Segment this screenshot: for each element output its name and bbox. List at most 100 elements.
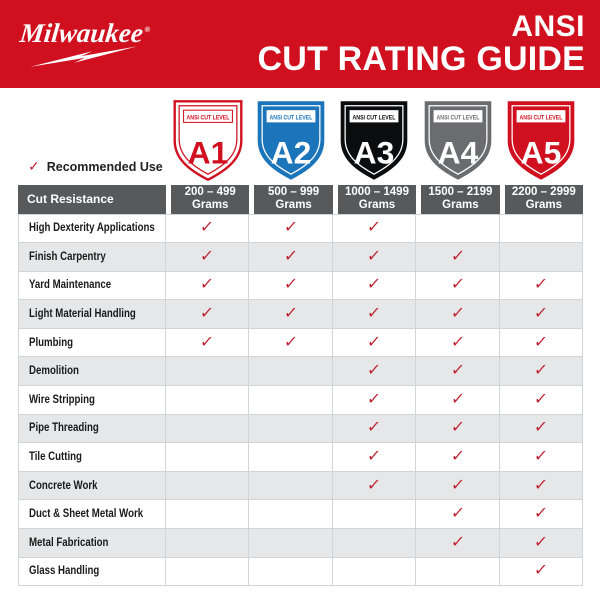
check-cell-a2 — [249, 471, 333, 501]
check-icon: ✓ — [533, 362, 549, 380]
check-cell-a3 — [332, 529, 417, 558]
check-cell-a5: ✓ — [499, 300, 583, 329]
ansi-shield-a3: ANSI CUT LEVEL A3 — [333, 99, 416, 182]
svg-text:ANSI CUT LEVEL: ANSI CUT LEVEL — [270, 114, 313, 121]
registered-mark: ® — [143, 25, 151, 34]
check-icon: ✓ — [533, 476, 549, 494]
gram-unit: Grams — [275, 199, 312, 212]
check-cell-a3: ✓ — [332, 386, 417, 415]
check-cell-a2 — [249, 357, 333, 387]
title-line-2: CUT RATING GUIDE — [257, 40, 585, 78]
check-cell-a1 — [166, 500, 250, 530]
check-icon: ✓ — [449, 533, 466, 551]
check-icon: ✓ — [366, 419, 382, 437]
check-cell-a1 — [166, 414, 250, 444]
svg-text:ANSI CUT LEVEL: ANSI CUT LEVEL — [186, 114, 229, 121]
check-cell-a5: ✓ — [499, 557, 583, 587]
check-icon: ✓ — [199, 219, 215, 237]
check-cell-a4: ✓ — [416, 243, 500, 272]
gram-range: 1500 – 2199 — [428, 186, 493, 199]
check-cell-a4: ✓ — [416, 414, 500, 444]
row-label: Light Material Handling — [18, 300, 166, 329]
page-title: ANSI CUT RATING GUIDE — [257, 12, 585, 78]
check-cell-a5 — [499, 214, 583, 244]
check-cell-a5: ✓ — [499, 328, 583, 358]
check-icon: ✓ — [366, 219, 382, 237]
check-cell-a4: ✓ — [416, 328, 500, 358]
check-cell-a5: ✓ — [499, 471, 583, 501]
check-icon: ✓ — [533, 390, 549, 408]
check-cell-a2 — [249, 500, 333, 530]
gram-unit: Grams — [442, 199, 479, 212]
milwaukee-logo: Milwaukee® — [18, 18, 170, 68]
check-cell-a3: ✓ — [332, 443, 417, 472]
check-cell-a3: ✓ — [332, 243, 417, 272]
column-header-a5: 2200 – 2999 Grams — [499, 185, 583, 214]
check-icon: ✓ — [533, 562, 549, 580]
check-icon: ✓ — [533, 505, 549, 523]
check-icon: ✓ — [449, 333, 466, 351]
check-cell-a1 — [166, 529, 250, 558]
row-label: Demolition — [18, 357, 166, 387]
ansi-shield-a1: ANSI CUT LEVEL A1 — [166, 99, 249, 182]
check-cell-a5: ✓ — [499, 443, 583, 472]
check-icon: ✓ — [449, 247, 466, 265]
check-cell-a2: ✓ — [249, 243, 333, 272]
check-cell-a3: ✓ — [332, 357, 417, 387]
check-icon: ✓ — [533, 276, 549, 294]
row-label: Plumbing — [18, 328, 166, 358]
check-cell-a2: ✓ — [249, 214, 333, 244]
row-label: Tile Cutting — [18, 443, 166, 472]
check-icon: ✓ — [283, 247, 299, 265]
check-icon: ✓ — [533, 333, 549, 351]
check-cell-a3: ✓ — [332, 471, 417, 501]
check-cell-a1 — [166, 471, 250, 501]
gram-unit: Grams — [358, 199, 396, 212]
gram-range: 2200 – 2999 — [511, 186, 576, 199]
check-cell-a1: ✓ — [166, 214, 250, 244]
check-cell-a4: ✓ — [416, 471, 500, 501]
ansi-shield-a4: ANSI CUT LEVEL A4 — [416, 99, 499, 182]
check-cell-a4: ✓ — [416, 300, 500, 329]
check-cell-a4: ✓ — [416, 500, 500, 530]
check-icon: ✓ — [28, 158, 40, 174]
check-icon: ✓ — [449, 505, 466, 523]
check-cell-a5: ✓ — [499, 357, 583, 387]
check-cell-a1: ✓ — [166, 328, 250, 358]
gram-range: 1000 – 1499 — [345, 186, 409, 199]
gram-range: 200 – 499 — [184, 186, 236, 199]
row-label: Duct & Sheet Metal Work — [18, 500, 166, 530]
gram-unit: Grams — [191, 199, 229, 212]
shield-icon-a5: ANSI CUT LEVEL A5 — [507, 101, 575, 180]
row-label: High Dexterity Applications — [18, 214, 166, 244]
row-label: Glass Handling — [18, 557, 166, 587]
svg-text:A5: A5 — [521, 134, 562, 170]
check-cell-a5: ✓ — [499, 386, 583, 415]
check-cell-a4: ✓ — [416, 357, 500, 387]
check-icon: ✓ — [199, 333, 215, 351]
check-cell-a3: ✓ — [332, 328, 417, 358]
check-icon: ✓ — [283, 305, 299, 323]
check-cell-a3: ✓ — [332, 214, 417, 244]
check-cell-a3: ✓ — [332, 271, 417, 301]
check-icon: ✓ — [533, 419, 549, 437]
check-cell-a5: ✓ — [499, 529, 583, 558]
check-cell-a1: ✓ — [166, 243, 250, 272]
check-icon: ✓ — [366, 362, 382, 380]
svg-text:A4: A4 — [438, 134, 479, 170]
check-cell-a3 — [332, 557, 417, 587]
check-cell-a2 — [249, 443, 333, 472]
brand-name-text: Milwaukee — [18, 18, 145, 48]
row-label: Pipe Threading — [18, 414, 166, 444]
check-cell-a3: ✓ — [332, 300, 417, 329]
shield-icon-a1: ANSI CUT LEVEL A1 — [173, 100, 243, 182]
check-icon: ✓ — [366, 448, 382, 466]
column-header-a4: 1500 – 2199 Grams — [416, 185, 500, 214]
ansi-shield-a2: ANSI CUT LEVEL A2 — [249, 99, 332, 182]
check-cell-a1 — [166, 557, 250, 587]
check-icon: ✓ — [449, 276, 466, 294]
check-icon: ✓ — [366, 333, 382, 351]
check-icon: ✓ — [283, 276, 299, 294]
svg-text:ANSI CUT LEVEL: ANSI CUT LEVEL — [353, 114, 396, 121]
